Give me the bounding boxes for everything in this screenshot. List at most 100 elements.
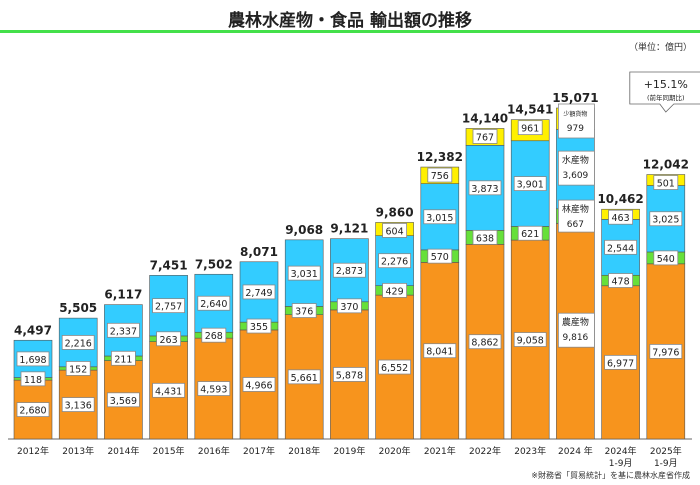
data-label: 2,757 — [155, 302, 182, 313]
x-tick-label: 2015年 — [153, 445, 185, 457]
data-label-box — [653, 175, 679, 190]
data-label-box — [472, 129, 498, 144]
data-label: 3,136 — [65, 401, 92, 412]
x-tick-label: 2024 年 — [558, 445, 593, 457]
data-label: 621 — [521, 229, 539, 240]
data-label: 501 — [657, 179, 675, 190]
data-label-box — [107, 322, 140, 338]
data-label: 2,873 — [336, 266, 363, 277]
data-label-box — [423, 343, 457, 359]
data-label: 638 — [476, 233, 494, 244]
total-label: 12,382 — [417, 150, 463, 164]
data-label: 463 — [612, 213, 630, 224]
annotation-callout — [629, 71, 700, 113]
data-label-box — [378, 359, 412, 375]
data-label-box — [427, 248, 453, 264]
series-label: 林産物 — [562, 203, 589, 215]
total-label: 7,502 — [195, 257, 233, 271]
data-label-box — [287, 265, 321, 281]
data-label: 2,544 — [607, 243, 634, 254]
data-label-box — [472, 229, 498, 245]
data-label: 5,661 — [291, 373, 318, 384]
data-label: 9,058 — [517, 336, 544, 347]
x-tick-label: 2022年 — [469, 445, 501, 457]
total-label: 8,071 — [240, 245, 278, 259]
data-label-box — [604, 239, 637, 255]
data-label: 1,698 — [19, 355, 46, 366]
total-label: 15,071 — [552, 91, 598, 105]
total-label: 7,451 — [150, 258, 188, 272]
total-label: 9,068 — [285, 223, 323, 237]
x-tick-label: 1-9月 — [654, 458, 678, 469]
x-tick-label: 2017年 — [243, 445, 275, 457]
data-label: 667 — [567, 220, 584, 230]
data-label-box — [608, 209, 633, 225]
data-label: 2,216 — [65, 338, 92, 349]
data-label-box — [152, 382, 186, 398]
data-label-box — [336, 298, 362, 314]
data-label: 4,966 — [245, 380, 272, 391]
data-label: 2,276 — [381, 257, 408, 268]
data-label: 3,015 — [426, 213, 453, 224]
data-label: 4,593 — [200, 385, 227, 396]
data-label: 211 — [114, 354, 132, 365]
data-label-box — [152, 298, 186, 314]
data-label-box — [20, 371, 46, 387]
data-label: 7,976 — [652, 347, 679, 358]
series-label: 水産物 — [562, 154, 589, 166]
data-label: 570 — [431, 252, 449, 263]
data-label: 8,041 — [426, 347, 453, 358]
x-tick-label: 2024年 — [605, 445, 637, 457]
data-label-box — [61, 397, 95, 412]
data-label-box — [513, 176, 547, 191]
data-label: 4,431 — [155, 386, 182, 397]
data-label: 6,552 — [381, 363, 408, 374]
data-label-box — [242, 284, 276, 300]
data-label-box — [16, 402, 50, 417]
data-label-box — [513, 332, 547, 347]
total-label: 9,121 — [330, 222, 368, 236]
x-tick-label: 2013年 — [62, 445, 94, 457]
data-label: 2,749 — [245, 288, 272, 299]
data-label-box — [468, 180, 502, 196]
x-tick-label: 2019年 — [333, 445, 365, 457]
data-label-box — [332, 262, 366, 278]
data-label-box — [197, 295, 231, 311]
data-label-box — [65, 361, 91, 376]
data-label: 756 — [431, 171, 449, 182]
data-label: 979 — [567, 124, 584, 134]
x-tick-label: 2023年 — [514, 445, 546, 457]
data-label-box — [558, 312, 595, 348]
data-label-box — [604, 354, 637, 370]
x-tick-label: 2018年 — [288, 445, 320, 457]
data-label: 3,901 — [517, 180, 544, 191]
data-label: 3,569 — [110, 396, 137, 407]
total-label: 4,497 — [14, 323, 52, 337]
data-label-box — [291, 303, 317, 318]
data-label-box — [246, 318, 272, 334]
data-label: 3,873 — [471, 184, 498, 195]
total-label: 10,462 — [597, 192, 643, 206]
data-label: 5,878 — [336, 370, 363, 381]
data-label: 2,680 — [19, 406, 46, 417]
data-label: 767 — [476, 132, 494, 143]
annotation-value: +15.1% — [644, 78, 688, 91]
data-label-box — [378, 253, 412, 269]
data-label: 540 — [657, 254, 675, 265]
x-tick-label: 2016年 — [198, 445, 230, 457]
data-label-box — [558, 103, 595, 139]
x-tick-label: 2021年 — [424, 445, 456, 457]
data-label: 961 — [521, 124, 539, 135]
data-label-box — [382, 282, 408, 298]
data-label-box — [197, 381, 231, 396]
data-label: 2,337 — [110, 326, 137, 337]
source-note: ※財務省「貿易統計」を基に農林水産省作成 — [531, 471, 690, 480]
total-label: 14,140 — [462, 111, 508, 125]
total-label: 14,541 — [507, 103, 553, 117]
total-label: 5,505 — [59, 301, 97, 315]
data-label: 263 — [160, 335, 178, 346]
data-label-box — [287, 369, 321, 385]
data-label-box — [107, 392, 140, 408]
series-label: 農産物 — [562, 316, 589, 328]
data-label: 478 — [612, 277, 630, 288]
